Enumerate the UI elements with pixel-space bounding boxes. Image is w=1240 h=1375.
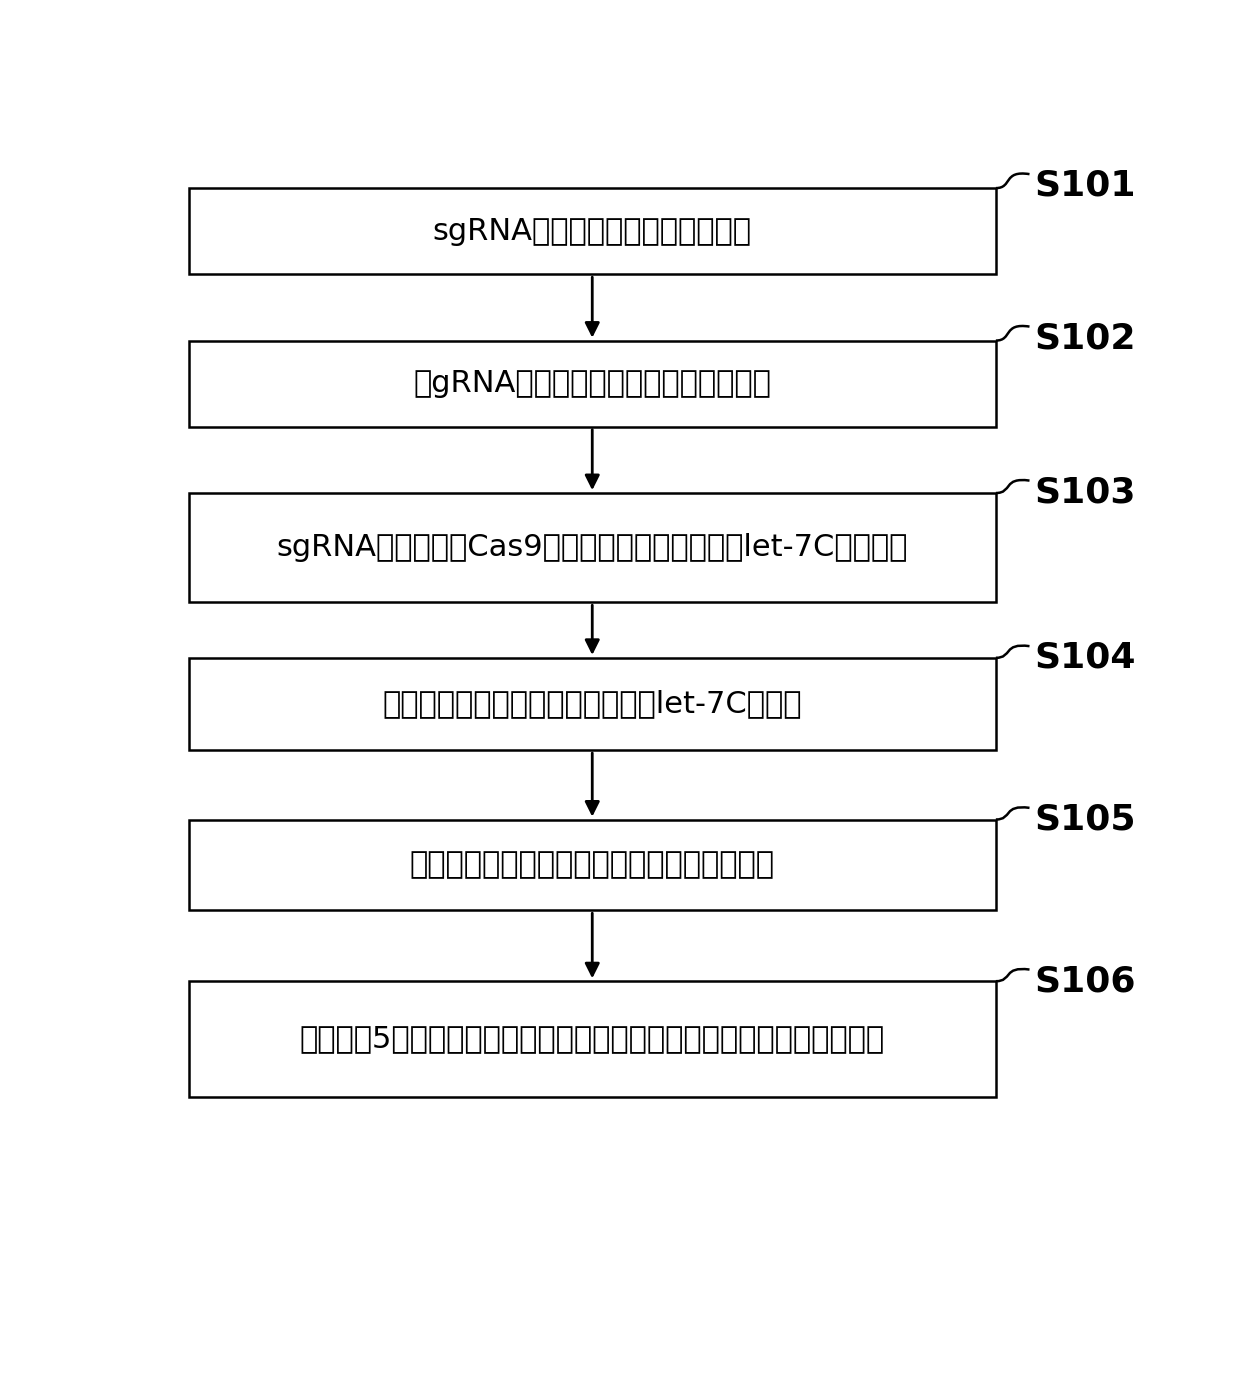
Text: S104: S104 xyxy=(1034,641,1136,675)
Text: 对五龄第5天丝腺进行长度和重量检测；家蚕上蔟之后，对茧重进行统计: 对五龄第5天丝腺进行长度和重量检测；家蚕上蔟之后，对茧重进行统计 xyxy=(300,1024,885,1053)
Bar xyxy=(188,982,996,1097)
Bar xyxy=(188,188,996,275)
Bar xyxy=(188,494,996,602)
Bar xyxy=(188,820,996,910)
Text: S101: S101 xyxy=(1034,169,1136,204)
Bar xyxy=(188,657,996,751)
Text: sgRNA设计及转基因表达载体构建: sgRNA设计及转基因表达载体构建 xyxy=(433,217,751,246)
Text: sgRNA表达品系与Cas9表达品系进行杂交，筛选let-7C敲除品系: sgRNA表达品系与Cas9表达品系进行杂交，筛选let-7C敲除品系 xyxy=(277,534,908,562)
Text: 双gRNA转基因载体注射及阳性个体筛选: 双gRNA转基因载体注射及阳性个体筛选 xyxy=(413,368,771,399)
Text: S103: S103 xyxy=(1034,476,1136,509)
Text: S102: S102 xyxy=(1034,322,1136,355)
Text: 测序验证基因组上序列变化，证明let-7C被敲除: 测序验证基因组上序列变化，证明let-7C被敲除 xyxy=(382,689,802,719)
Bar xyxy=(188,341,996,426)
Text: S106: S106 xyxy=(1034,964,1136,998)
Text: S105: S105 xyxy=(1034,803,1136,836)
Text: 在幼虫五龄期时，解剖丝腺，观察表型并拍照: 在幼虫五龄期时，解剖丝腺，观察表型并拍照 xyxy=(409,850,775,880)
